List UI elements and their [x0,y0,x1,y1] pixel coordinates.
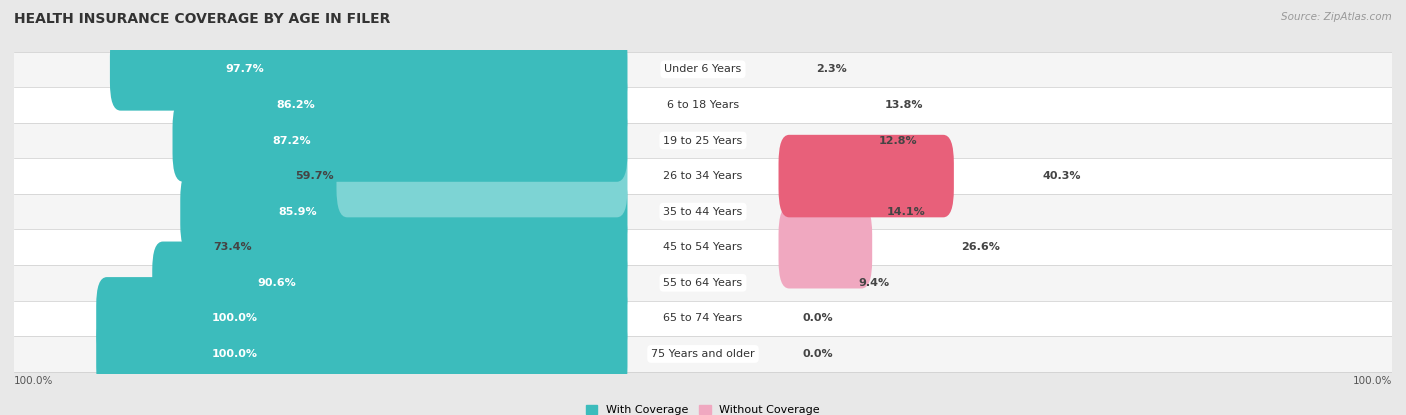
Text: 0.0%: 0.0% [803,313,832,323]
Text: 0.0%: 0.0% [803,349,832,359]
FancyBboxPatch shape [96,277,627,360]
Text: 65 to 74 Years: 65 to 74 Years [664,313,742,323]
Bar [0,158,1406,194]
Text: 86.2%: 86.2% [277,100,315,110]
FancyBboxPatch shape [110,28,627,111]
Text: 26.6%: 26.6% [960,242,1000,252]
FancyBboxPatch shape [180,171,627,253]
Text: Source: ZipAtlas.com: Source: ZipAtlas.com [1281,12,1392,22]
Text: 35 to 44 Years: 35 to 44 Years [664,207,742,217]
Text: 45 to 54 Years: 45 to 54 Years [664,242,742,252]
Text: 13.8%: 13.8% [884,100,924,110]
Text: 90.6%: 90.6% [257,278,295,288]
Text: 87.2%: 87.2% [273,136,311,146]
Bar [0,123,1406,158]
Text: 100.0%: 100.0% [14,376,53,386]
FancyBboxPatch shape [152,242,627,324]
Text: 40.3%: 40.3% [1043,171,1081,181]
FancyBboxPatch shape [779,206,872,288]
Text: Under 6 Years: Under 6 Years [665,64,741,74]
Text: 100.0%: 100.0% [1353,376,1392,386]
Text: 59.7%: 59.7% [295,171,333,181]
Bar [0,229,1406,265]
Bar [0,300,1406,336]
Text: 9.4%: 9.4% [859,278,890,288]
Text: 73.4%: 73.4% [214,242,252,252]
Bar [0,51,1406,87]
Bar [0,265,1406,300]
FancyBboxPatch shape [179,63,627,146]
Text: 14.1%: 14.1% [886,207,925,217]
FancyBboxPatch shape [254,206,627,288]
Text: 12.8%: 12.8% [879,136,917,146]
FancyBboxPatch shape [96,312,627,395]
Bar [0,194,1406,229]
Text: 97.7%: 97.7% [225,64,264,74]
FancyBboxPatch shape [336,135,627,217]
Text: 19 to 25 Years: 19 to 25 Years [664,136,742,146]
Text: HEALTH INSURANCE COVERAGE BY AGE IN FILER: HEALTH INSURANCE COVERAGE BY AGE IN FILE… [14,12,391,27]
FancyBboxPatch shape [173,99,627,182]
Text: 6 to 18 Years: 6 to 18 Years [666,100,740,110]
Text: 100.0%: 100.0% [211,313,257,323]
Legend: With Coverage, Without Coverage: With Coverage, Without Coverage [582,400,824,415]
Text: 55 to 64 Years: 55 to 64 Years [664,278,742,288]
Text: 2.3%: 2.3% [815,64,846,74]
Text: 85.9%: 85.9% [278,207,316,217]
Bar [0,336,1406,372]
Bar [0,87,1406,123]
Text: 100.0%: 100.0% [211,349,257,359]
Text: 26 to 34 Years: 26 to 34 Years [664,171,742,181]
Text: 75 Years and older: 75 Years and older [651,349,755,359]
FancyBboxPatch shape [779,135,953,217]
